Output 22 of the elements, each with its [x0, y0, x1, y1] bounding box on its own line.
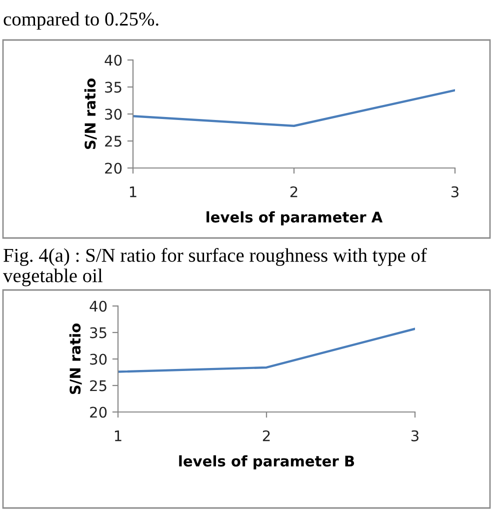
y-axis-title: S/N ratio [69, 324, 82, 394]
y-tick-label: 20 [105, 162, 122, 174]
y-tick-label: 30 [90, 354, 107, 365]
y-tick-label: 35 [90, 327, 106, 338]
y-tick-label: 25 [105, 136, 122, 147]
x-axis-title: levels of parameter A [206, 211, 383, 226]
y-tick-label: 40 [90, 300, 107, 312]
caption: Fig. 4(a) : S/N ratio for surface roughness with type of vegetable oil [3, 248, 427, 286]
x-tick-label: 2 [262, 430, 270, 442]
y-tick-label: 25 [90, 380, 106, 392]
y-tick-label: 30 [105, 108, 122, 120]
y-tick-label: 20 [90, 406, 107, 418]
y-axis-title: S/N ratio [84, 78, 97, 150]
y-tick-label: 40 [104, 54, 122, 66]
x-tick-label: 3 [451, 186, 458, 198]
x-axis-title: levels of parameter B [179, 455, 354, 470]
y-tick-label: 35 [105, 82, 122, 93]
x-tick-label: 3 [411, 430, 418, 442]
x-tick-label: 2 [290, 186, 298, 198]
text: compared to 0.25%. [4, 12, 158, 30]
x-tick-label: 1 [114, 430, 122, 442]
x-tick-label: 1 [130, 186, 136, 198]
